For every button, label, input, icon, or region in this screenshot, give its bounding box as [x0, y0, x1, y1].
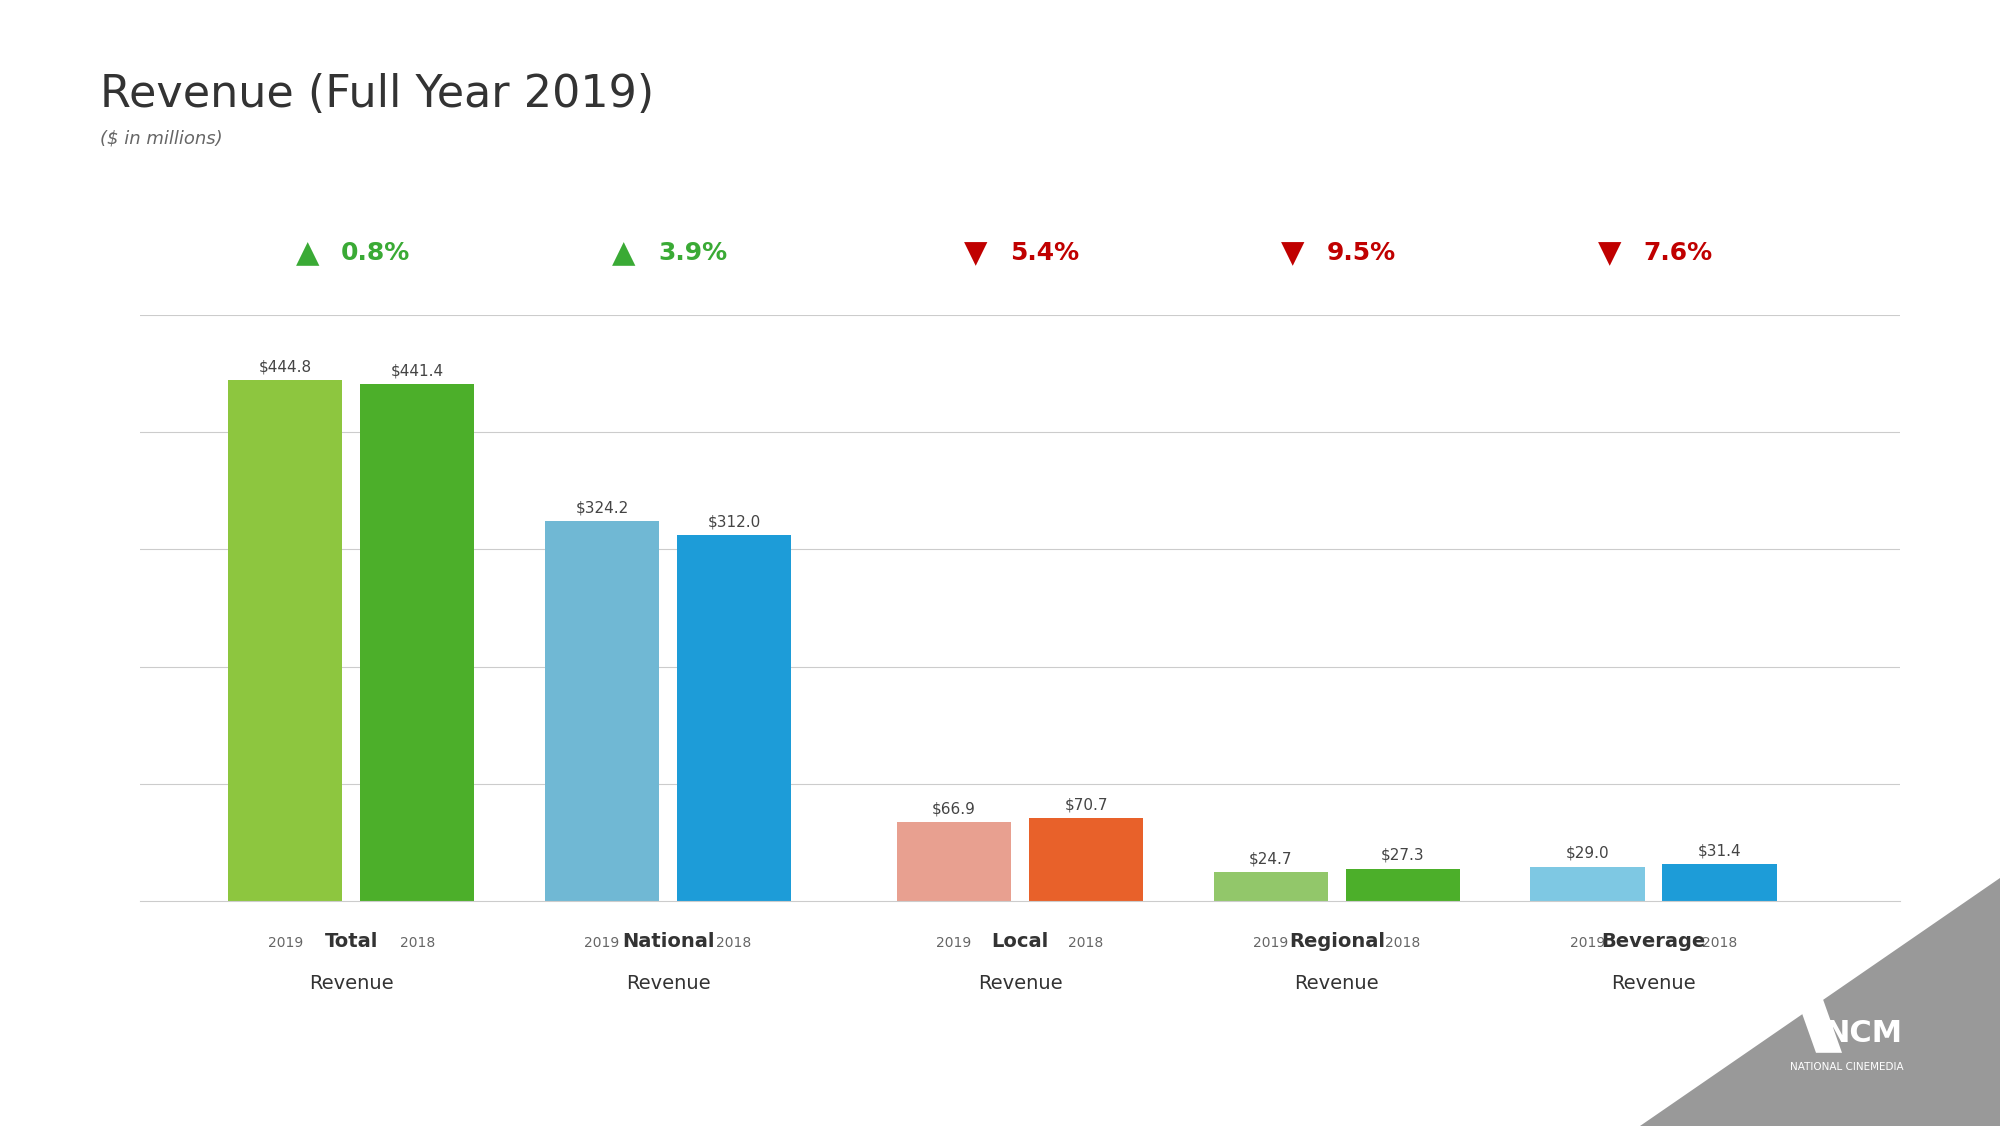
- Text: Revenue: Revenue: [626, 974, 710, 993]
- Text: ▼: ▼: [1598, 239, 1622, 268]
- Bar: [544, 521, 660, 901]
- Text: 3.9%: 3.9%: [658, 241, 728, 266]
- Text: ▲: ▲: [612, 239, 636, 268]
- Text: 2018: 2018: [1068, 936, 1104, 950]
- Bar: [1662, 864, 1776, 901]
- Text: Revenue (Full Year 2019): Revenue (Full Year 2019): [100, 73, 654, 116]
- Text: ▼: ▼: [1282, 239, 1304, 268]
- Text: $444.8: $444.8: [258, 359, 312, 374]
- Text: ($ in millions): ($ in millions): [100, 129, 222, 148]
- Text: $24.7: $24.7: [1250, 851, 1292, 866]
- Text: 2019: 2019: [268, 936, 302, 950]
- Text: ▲: ▲: [296, 239, 318, 268]
- Text: 9: 9: [1944, 1094, 1956, 1112]
- Text: Regional: Regional: [1288, 932, 1384, 951]
- Text: 0.8%: 0.8%: [342, 241, 410, 266]
- Text: 2018: 2018: [400, 936, 434, 950]
- Bar: [228, 379, 342, 901]
- Text: 2019: 2019: [584, 936, 620, 950]
- Text: National: National: [622, 932, 714, 951]
- Bar: [676, 536, 792, 901]
- Text: Revenue: Revenue: [1294, 974, 1380, 993]
- Text: 5.4%: 5.4%: [1010, 241, 1080, 266]
- Text: 9.5%: 9.5%: [1326, 241, 1396, 266]
- Text: 2019: 2019: [1570, 936, 1606, 950]
- Text: 2019: 2019: [1254, 936, 1288, 950]
- Text: 7.6%: 7.6%: [1644, 241, 1712, 266]
- Text: $324.2: $324.2: [576, 500, 628, 516]
- Text: 2019: 2019: [936, 936, 972, 950]
- Text: NCM: NCM: [1824, 1019, 1902, 1048]
- Bar: [360, 384, 474, 901]
- Text: 2018: 2018: [1386, 936, 1420, 950]
- Text: Revenue: Revenue: [308, 974, 394, 993]
- Text: $31.4: $31.4: [1698, 843, 1742, 858]
- Bar: [1530, 867, 1644, 901]
- Text: ▼: ▼: [964, 239, 988, 268]
- Text: $29.0: $29.0: [1566, 846, 1610, 861]
- Text: 2018: 2018: [716, 936, 752, 950]
- Text: Revenue: Revenue: [1612, 974, 1696, 993]
- Bar: [1028, 817, 1144, 901]
- Bar: [896, 822, 1012, 901]
- Text: Total: Total: [324, 932, 378, 951]
- Bar: [1346, 869, 1460, 901]
- Text: $27.3: $27.3: [1380, 848, 1424, 863]
- Text: 2018: 2018: [1702, 936, 1738, 950]
- Text: Beverage: Beverage: [1602, 932, 1706, 951]
- Text: Local: Local: [992, 932, 1048, 951]
- Text: Revenue: Revenue: [978, 974, 1062, 993]
- Text: $70.7: $70.7: [1064, 797, 1108, 812]
- Bar: [1214, 872, 1328, 901]
- Text: NATIONAL CINEMEDIA: NATIONAL CINEMEDIA: [1790, 1063, 1904, 1072]
- Text: $312.0: $312.0: [708, 515, 760, 529]
- Text: $66.9: $66.9: [932, 802, 976, 816]
- Text: $441.4: $441.4: [390, 363, 444, 378]
